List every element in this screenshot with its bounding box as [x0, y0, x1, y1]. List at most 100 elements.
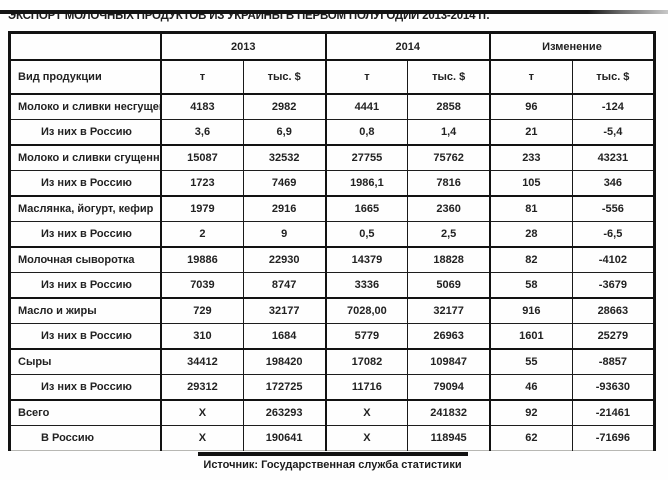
source-caption: Источник: Государственная служба статист… [203, 458, 462, 471]
value-cell: -3679 [572, 272, 655, 299]
value-cell: 81 [490, 196, 573, 222]
value-cell: 346 [572, 170, 655, 197]
value-cell: X [325, 400, 409, 426]
value-cell: X [161, 400, 244, 426]
product-label-cell: Из них в Россию [9, 374, 163, 401]
value-cell: 32177 [407, 298, 492, 324]
group-header-2014: 2014 [325, 32, 492, 61]
value-cell: -6,5 [572, 221, 655, 248]
value-cell: 7039 [161, 272, 244, 299]
source-block: Источник: Государственная служба статист… [185, 452, 480, 471]
value-cell: 7469 [243, 170, 327, 197]
value-cell: 7816 [407, 170, 492, 197]
value-cell: 4441 [325, 94, 409, 120]
value-cell: 75762 [407, 145, 492, 171]
value-cell: 43231 [572, 145, 655, 171]
product-label-cell: Из них в Россию [9, 221, 163, 248]
value-cell: 0,8 [325, 119, 409, 146]
corner-cell [9, 32, 163, 61]
value-cell: -21461 [572, 400, 655, 426]
table-row: Сыры 34412 198420 17082 109847 55 -8857 [9, 349, 655, 375]
value-cell: 4183 [161, 94, 244, 120]
value-cell: -5,4 [572, 119, 655, 146]
value-cell: 1986,1 [325, 170, 409, 197]
value-cell: 1979 [161, 196, 244, 222]
product-label-cell: Из них в Россию [9, 323, 163, 350]
table-row: В Россию X 190641 X 118945 62 -71696 [9, 425, 655, 451]
value-cell: 32532 [243, 145, 327, 171]
value-cell: 1684 [243, 323, 327, 350]
value-cell: 46 [490, 374, 573, 401]
group-header-2013: 2013 [161, 32, 327, 61]
value-cell: 6,9 [243, 119, 327, 146]
value-cell: 310 [161, 323, 244, 350]
scan-artifact-top-bar [0, 10, 668, 14]
value-cell: -71696 [595, 432, 630, 444]
value-cell: 17082 [325, 349, 409, 375]
table-row: Молочная сыворотка 19886 22930 14379 18828 82… [9, 247, 655, 273]
dairy-export-table: 2013 2014 Изменение Вид продукции т тыс.… [8, 31, 656, 451]
value-cell: 19886 [161, 247, 244, 273]
value-cell: 11716 [325, 374, 409, 401]
value-cell: 18828 [407, 247, 492, 273]
table-row: Из них в Россию 3,6 6,9 0,8 1,4 21 -5,4 [9, 119, 655, 146]
value-cell: 198420 [243, 349, 327, 375]
table-row: Молоко и сливки сгущенные 15087 32532 27755… [9, 145, 655, 171]
table-row: Из них в Россию 1723 7469 1986,1 7816 105 346 [9, 170, 655, 197]
table-row: Молоко и сливки несгущенные4183298244412… [9, 94, 655, 120]
column-header-usd-2013: тыс. $ [243, 60, 327, 95]
value-cell: 55 [490, 349, 573, 375]
value-cell: 1723 [161, 170, 244, 197]
product-label-cell: Маслянка, йогурт, кефир [9, 196, 163, 222]
value-cell: -124 [572, 94, 655, 120]
value-cell: 9 [243, 221, 327, 248]
value-cell: 233 [490, 145, 573, 171]
value-cell: 1601 [490, 323, 573, 350]
value-cell: 2 [161, 221, 244, 248]
column-header-tons-2013: т [161, 60, 244, 95]
column-header-product: Вид продукции [9, 60, 163, 95]
value-cell: 190641 [243, 425, 327, 451]
value-cell: 2858 [407, 94, 492, 120]
value-cell: 96 [490, 94, 573, 120]
value-cell: 0,5 [325, 221, 409, 248]
column-header-usd-change: тыс. $ [572, 60, 655, 95]
table-header: 2013 2014 Изменение Вид продукции т тыс.… [9, 32, 655, 95]
value-cell: 26963 [407, 323, 492, 350]
value-cell: 58 [490, 272, 573, 299]
product-label-cell: Масло и жиры [9, 298, 163, 324]
value-cell: 2982 [243, 94, 327, 120]
value-cell: 1,4 [407, 119, 492, 146]
table-row: Из них в Россию 2 9 0,5 2,5 28 -6,5 [9, 221, 655, 248]
value-cell: 916 [490, 298, 573, 324]
column-header-tons-2014: т [325, 60, 409, 95]
value-cell: 729 [161, 298, 244, 324]
product-label-cell: Молоко и сливки сгущенные [9, 145, 163, 171]
value-cell: -93630 [572, 374, 655, 401]
table-row: Всего X 263293 X 241832 92 -21461 [9, 400, 655, 426]
table-row: Из них в Россию 29312 172725 11716 79094 46 -9… [9, 374, 655, 401]
value-cell: 29312 [161, 374, 244, 401]
value-cell: 92 [490, 400, 573, 426]
value-cell: 62 [490, 425, 573, 451]
value-cell: 2,5 [407, 221, 492, 248]
value-cell: 8747 [243, 272, 327, 299]
value-cell: 22930 [243, 247, 327, 273]
value-cell: X [161, 425, 244, 451]
table-row: Масло и жиры 729 32177 7028,00 32177 916 28663 [9, 298, 655, 324]
value-cell: 28663 [572, 298, 655, 324]
product-label-cell: Молоко и сливки несгущенные [9, 94, 163, 120]
table-row: Маслянка, йогурт, кефир 1979 2916 1665 2360 8… [9, 196, 655, 222]
table-body: Молоко и сливки несгущенные4183298244412… [9, 94, 655, 451]
value-cell: 263293 [243, 400, 327, 426]
value-cell: 5779 [325, 323, 409, 350]
value-cell: 2916 [243, 196, 327, 222]
table-group-header-row: 2013 2014 Изменение [9, 32, 655, 61]
value-cell: -556 [572, 196, 655, 222]
table-row: Из них в Россию 310 1684 5779 26963 1601 25279 [9, 323, 655, 350]
table-row: Из них в Россию 7039 8747 3336 5069 58 -3679 [9, 272, 655, 299]
value-cell: 109847 [407, 349, 492, 375]
product-label-cell: Из них в Россию [9, 272, 163, 299]
value-cell: 28 [490, 221, 573, 248]
value-cell: 79094 [407, 374, 492, 401]
